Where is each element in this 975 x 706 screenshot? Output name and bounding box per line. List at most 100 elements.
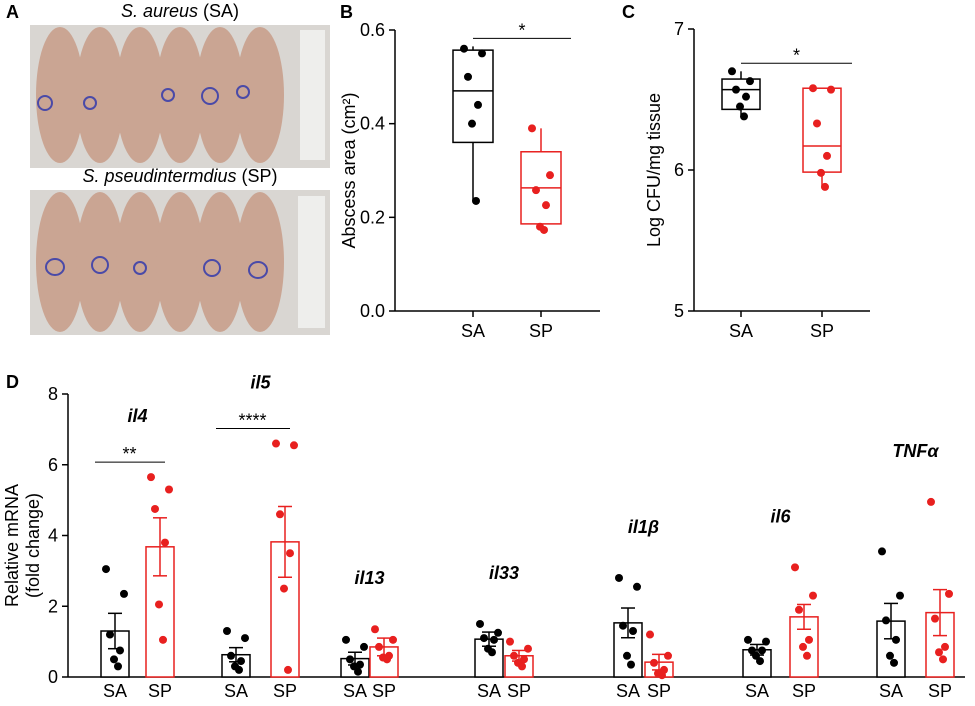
group-label: il33 (489, 563, 519, 583)
x-tick-label: SA (224, 681, 248, 701)
point (762, 637, 770, 646)
point (886, 651, 894, 660)
y-tick-label: 0.0 (360, 301, 385, 321)
point (383, 655, 391, 664)
point (354, 667, 362, 676)
point (927, 497, 935, 506)
y-tick-label: 0 (48, 667, 58, 687)
group-label: il5 (250, 373, 271, 393)
point (799, 642, 807, 651)
point (290, 441, 298, 450)
point (120, 589, 128, 598)
y-tick-label: 2 (48, 596, 58, 616)
y-tick-label: 7 (674, 19, 684, 39)
point (740, 112, 748, 121)
point (658, 671, 666, 680)
point (878, 547, 886, 556)
y-axis-label: Log CFU/mg tissue (644, 93, 664, 247)
point (114, 662, 122, 671)
point (821, 182, 829, 191)
point (356, 660, 364, 669)
photo (30, 25, 330, 168)
species: S. aureus (121, 1, 198, 21)
photo (30, 190, 330, 335)
point (476, 619, 484, 628)
photo-caption: S. pseudintermdius (SP) (82, 166, 277, 186)
point (460, 44, 468, 53)
point (939, 655, 947, 664)
point (165, 485, 173, 494)
point (795, 605, 803, 614)
box (452, 49, 494, 144)
point (371, 625, 379, 634)
point (817, 168, 825, 177)
x-tick-label: SA (729, 321, 753, 341)
panel-label: B (340, 2, 353, 22)
point (945, 589, 953, 598)
point (664, 651, 672, 660)
point (472, 196, 480, 205)
bar (145, 546, 175, 678)
point (346, 655, 354, 664)
y-tick-label: 8 (48, 384, 58, 404)
y-tick-label: 0.6 (360, 20, 385, 40)
group-label: il1β (628, 517, 659, 537)
y-tick-label: 6 (48, 455, 58, 475)
x-tick-label: SA (477, 681, 501, 701)
point (827, 85, 835, 94)
x-tick-label: SP (792, 681, 816, 701)
point (102, 565, 110, 574)
point (813, 119, 821, 128)
point (633, 582, 641, 591)
point (272, 439, 280, 448)
point (809, 591, 817, 600)
x-tick-label: SP (148, 681, 172, 701)
point (546, 171, 554, 180)
x-tick-label: SP (529, 321, 553, 341)
point (791, 563, 799, 572)
y-tick-label: 6 (674, 160, 684, 180)
point (276, 510, 284, 519)
point (615, 573, 623, 582)
point (931, 614, 939, 623)
point (823, 151, 831, 160)
point (284, 665, 292, 674)
point (464, 72, 472, 81)
species: S. pseudintermdius (82, 166, 236, 186)
y-tick-label: 4 (48, 526, 58, 546)
point (480, 634, 488, 643)
point (650, 658, 658, 667)
point (892, 635, 900, 644)
point (896, 591, 904, 600)
point (629, 627, 637, 636)
point (490, 635, 498, 644)
point (147, 473, 155, 482)
point (532, 186, 540, 195)
box (802, 87, 842, 173)
panel-label: A (6, 2, 19, 22)
point (746, 77, 754, 86)
point (732, 85, 740, 94)
point (623, 651, 631, 660)
point (161, 538, 169, 547)
point (646, 630, 654, 639)
point (241, 634, 249, 643)
point (488, 648, 496, 657)
group-label: TNFα (892, 441, 939, 461)
point (227, 651, 235, 660)
x-tick-label: SP (647, 681, 671, 701)
x-tick-label: SP (928, 681, 952, 701)
point (542, 201, 550, 210)
y-tick-label: 0.4 (360, 114, 385, 134)
x-tick-label: SA (103, 681, 127, 701)
point (286, 549, 294, 558)
significance: * (518, 20, 525, 40)
group-label: il4 (127, 406, 147, 426)
group-label: il6 (770, 506, 791, 526)
point (474, 100, 482, 109)
point (803, 651, 811, 660)
significance: ** (122, 444, 136, 464)
group-label: il13 (354, 568, 384, 588)
point (106, 630, 114, 639)
